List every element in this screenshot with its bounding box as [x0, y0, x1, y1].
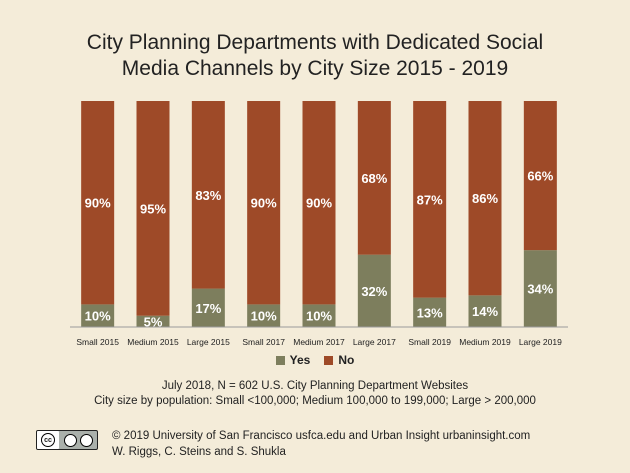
creative-commons-icon: cc: [36, 430, 98, 450]
bar-no-3: [247, 101, 281, 305]
chart-title-line-2: Media Channels by City Size 2015 - 2019: [121, 57, 509, 80]
bar-no-1: [136, 101, 170, 316]
size-definition-note: City size by population: Small <100,000;…: [94, 395, 536, 407]
x-tick-label-3: Small 2017: [242, 337, 285, 347]
bar-yes-3: [247, 304, 281, 327]
data-label-no-0: 90%: [85, 196, 111, 211]
cc-circle-icon: cc: [41, 433, 55, 447]
data-label-yes-4: 10%: [306, 309, 332, 324]
data-label-no-6: 87%: [417, 192, 443, 207]
x-tick-label-6: Small 2019: [408, 337, 451, 347]
chart-legend: Yes No: [0, 353, 630, 367]
stacked-bar-chart: 10% 90% Small 2015 5% 95% Medium 2015 17% 83% La…: [70, 101, 568, 347]
data-label-no-5: 68%: [361, 171, 387, 186]
sample-note: July 2018, N = 602 U.S. City Planning De…: [161, 380, 469, 392]
data-label-no-4: 90%: [306, 196, 332, 211]
data-label-yes-3: 10%: [251, 309, 277, 324]
cc-logo-panel: cc: [37, 431, 59, 449]
data-label-yes-5: 32%: [361, 284, 387, 299]
bar-yes-4: [302, 304, 336, 327]
data-label-yes-8: 34%: [527, 282, 553, 297]
legend-swatch-yes: [275, 355, 285, 365]
cc-sa-icon: [80, 433, 93, 447]
x-tick-label-4: Medium 2017: [293, 337, 345, 347]
bar-yes-8: [523, 250, 557, 327]
data-label-yes-6: 13%: [417, 305, 443, 320]
x-tick-label-2: Large 2015: [187, 337, 230, 347]
footer-credits: © 2019 University of San Francisco usfca…: [112, 428, 530, 460]
legend-item-no: No: [324, 353, 354, 367]
data-label-no-1: 95%: [140, 201, 166, 216]
bar-no-8: [523, 101, 557, 251]
bar-yes-2: [191, 288, 225, 327]
data-label-no-7: 86%: [472, 191, 498, 206]
bar-yes-5: [357, 254, 391, 327]
legend-swatch-no: [324, 355, 334, 365]
bar-no-0: [81, 101, 115, 305]
data-label-no-8: 66%: [527, 169, 553, 184]
bar-no-4: [302, 101, 336, 305]
data-label-yes-1: 5%: [144, 314, 163, 329]
chart-title: City Planning Departments with Dedicated…: [0, 30, 630, 82]
x-tick-label-0: Small 2015: [76, 337, 119, 347]
data-label-yes-0: 10%: [85, 309, 111, 324]
x-tick-label-5: Large 2017: [353, 337, 396, 347]
data-label-no-3: 90%: [251, 196, 277, 211]
legend-label-yes: Yes: [289, 353, 311, 367]
x-tick-label-7: Medium 2019: [459, 337, 511, 347]
bar-no-6: [413, 101, 447, 298]
chart-title-line-1: City Planning Departments with Dedicated…: [86, 31, 544, 54]
bar-yes-6: [413, 297, 447, 327]
legend-item-yes: Yes: [275, 353, 311, 367]
bar-yes-1: [136, 315, 170, 327]
bar-yes-0: [81, 304, 115, 327]
bar-no-5: [357, 101, 391, 255]
data-label-yes-2: 17%: [195, 301, 221, 316]
legend-label-no: No: [338, 353, 355, 367]
data-label-no-2: 83%: [195, 188, 221, 203]
footer-copyright: © 2019 University of San Francisco usfca…: [112, 430, 531, 442]
x-tick-label-8: Large 2019: [519, 337, 562, 347]
bar-no-2: [191, 101, 225, 289]
x-tick-label-1: Medium 2015: [127, 337, 179, 347]
cc-by-icon: [64, 433, 77, 447]
bar-yes-7: [468, 295, 502, 327]
data-label-yes-7: 14%: [472, 304, 498, 319]
cc-attribution-icons: [59, 433, 93, 447]
bar-no-7: [468, 101, 502, 296]
footer-authors: W. Riggs, C. Steins and S. Shukla: [112, 446, 286, 458]
